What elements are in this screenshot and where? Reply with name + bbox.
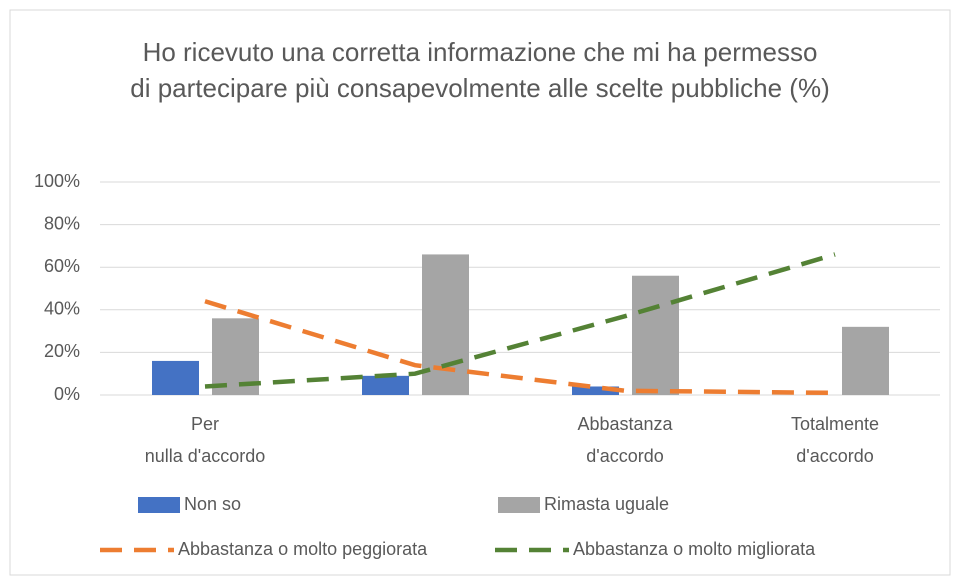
bar	[422, 254, 469, 395]
y-tick-label: 60%	[44, 256, 80, 276]
legend-swatch	[138, 497, 180, 513]
x-tick-label: Totalmente d'accordo	[791, 414, 879, 466]
legend-label: Abbastanza o molto peggiorata	[178, 539, 428, 559]
bar	[572, 386, 619, 395]
line	[204, 252, 836, 389]
bar	[152, 360, 199, 395]
line	[204, 299, 836, 396]
y-tick-label: 40%	[44, 299, 80, 319]
chart-title: Ho ricevuto una corretta informazione ch…	[130, 37, 830, 103]
legend-label: Rimasta uguale	[544, 494, 669, 514]
x-tick-label: Per nulla d'accordo	[145, 414, 266, 466]
y-tick-label: 20%	[44, 341, 80, 361]
y-tick-label: 80%	[44, 213, 80, 233]
bar	[362, 375, 409, 395]
legend-label: Abbastanza o molto migliorata	[573, 539, 816, 559]
chart-border	[9, 9, 951, 576]
bar	[842, 326, 889, 395]
y-tick-label: 0%	[54, 384, 80, 404]
x-tick-label: Abbastanza d'accordo	[577, 414, 673, 466]
bar	[632, 275, 679, 395]
y-tick-label: 100%	[34, 171, 80, 191]
legend-label: Non so	[184, 494, 241, 514]
legend-swatch	[498, 497, 540, 513]
